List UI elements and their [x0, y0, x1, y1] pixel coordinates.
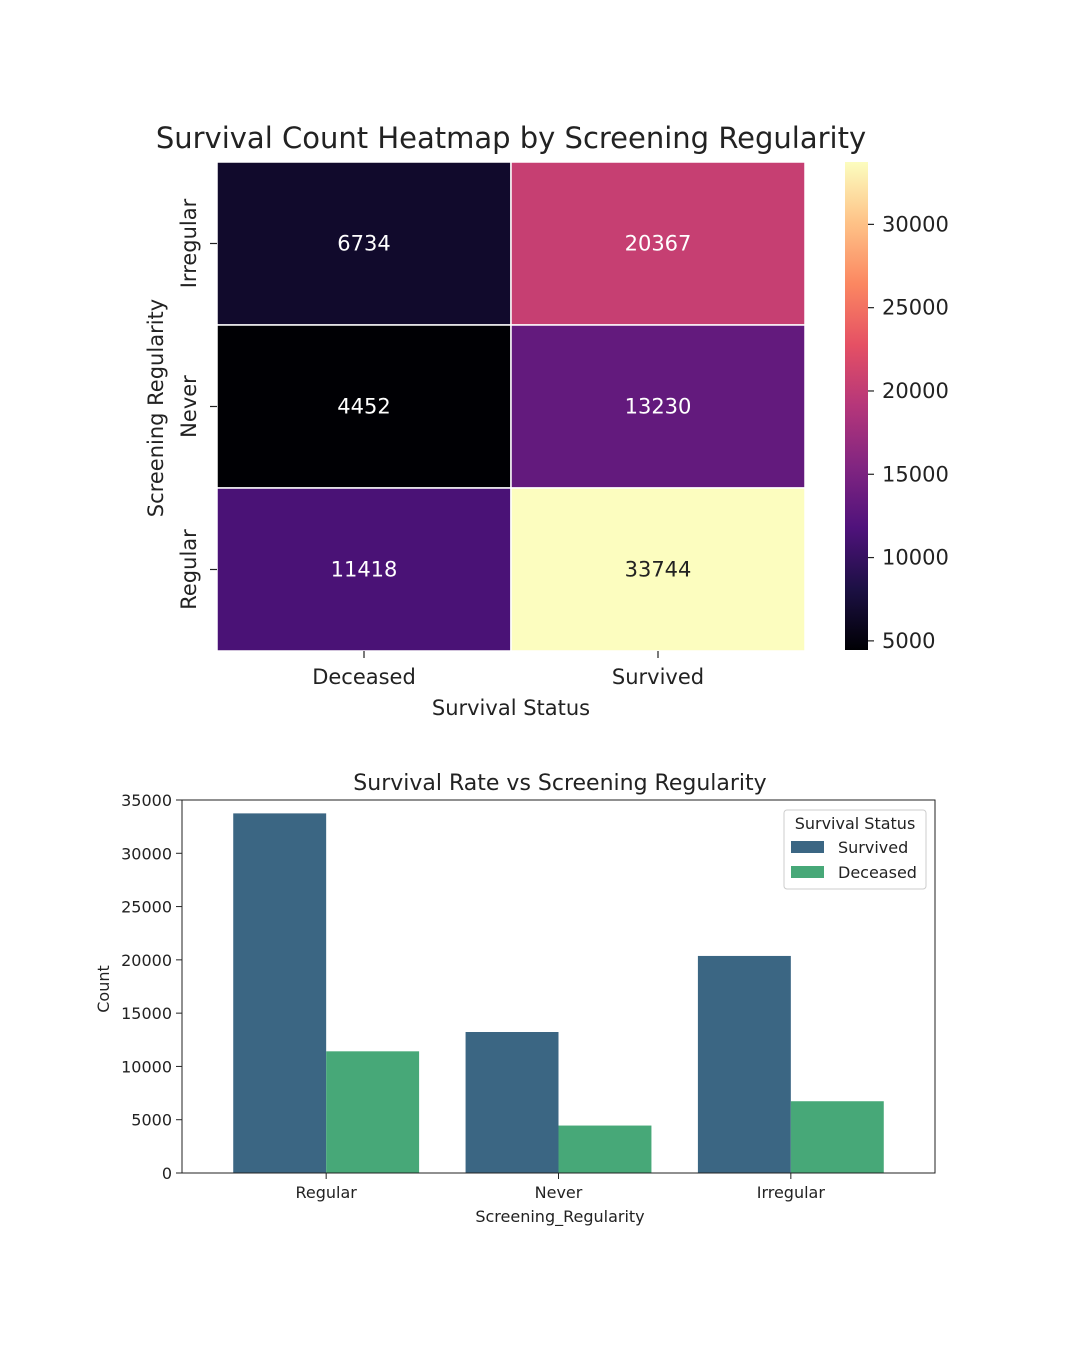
- bar-axes: Regular Never Irregular 0 5000 10000 15000 2000…: [121, 791, 936, 1202]
- bar-y-tick-label: 0: [162, 1164, 172, 1183]
- heatmap-cell-value: 13230: [625, 395, 692, 419]
- heatmap-title: Survival Count Heatmap by Screening Regu…: [156, 121, 866, 155]
- bar-deceased-never: [558, 1125, 652, 1173]
- heatmap-cells: 6734 20367 4452 13230 11418 33744: [216, 161, 806, 652]
- legend-entries: Survived Deceased: [791, 838, 917, 882]
- bar-axes-frame: [181, 799, 936, 1174]
- bar-x-axis-label: Screening_Regularity: [475, 1207, 644, 1227]
- heatmap-y-tick-label: Irregular: [177, 198, 201, 288]
- colorbar-tick-label: 25000: [882, 296, 949, 320]
- colorbar-tick-label: 20000: [882, 379, 949, 403]
- heatmap-cell-value: 33744: [625, 558, 692, 582]
- legend-title: Survival Status: [795, 814, 916, 833]
- heatmap-y-tick-label: Never: [177, 375, 201, 438]
- heatmap-cell: [510, 161, 806, 326]
- heatmap-cell: [216, 487, 512, 652]
- heatmap-cell: [216, 324, 512, 489]
- colorbar-tick-label: 5000: [882, 629, 935, 653]
- heatmap-x-axis-label: Survival Status: [432, 696, 590, 720]
- bar-chart: Survival Rate vs Screening Regularity Re…: [94, 771, 936, 1227]
- bar-y-tick-label: 10000: [121, 1057, 172, 1076]
- bar-survived-irregular: [697, 955, 791, 1173]
- bar-y-tick-label: 30000: [121, 844, 172, 863]
- heatmap-y-axis-label: Screening Regularity: [144, 299, 168, 517]
- bar-deceased-irregular: [790, 1101, 884, 1173]
- heatmap-y-tick-label: Regular: [177, 529, 201, 610]
- legend-swatch-survived: [791, 841, 824, 853]
- bar-y-tick-label: 35000: [121, 791, 172, 810]
- heatmap-x-tick-label: Deceased: [312, 665, 416, 689]
- heatmap-cell: [510, 487, 806, 652]
- bar-deceased-regular: [326, 1051, 420, 1173]
- bar-x-tick-label: Never: [535, 1183, 583, 1202]
- bar-y-tick-label: 20000: [121, 951, 172, 970]
- heatmap-cell: [510, 324, 806, 489]
- heatmap-x-tick-label: Survived: [612, 665, 704, 689]
- heatmap-cell-value: 6734: [337, 232, 390, 256]
- heatmap-chart: Survival Count Heatmap by Screening Regu…: [144, 121, 949, 720]
- heatmap-cell-value: 4452: [337, 395, 390, 419]
- legend-label-deceased: Deceased: [838, 863, 917, 882]
- colorbar-tick-label: 30000: [882, 212, 949, 236]
- legend: Survival Status Survived Deceased: [783, 809, 927, 890]
- bar-x-tick-label: Irregular: [757, 1183, 826, 1202]
- bar-survived-regular: [233, 813, 327, 1173]
- heatmap-ticks: Deceased Survived Irregular Never Regular: [177, 198, 704, 689]
- colorbar-tick-label: 15000: [882, 462, 949, 486]
- legend-label-survived: Survived: [838, 838, 908, 857]
- bar-marks: [233, 813, 884, 1173]
- legend-swatch-deceased: [791, 866, 824, 878]
- bar-y-axis-label: Count: [94, 965, 113, 1013]
- bar-y-tick-label: 5000: [131, 1111, 172, 1130]
- colorbar: 5000 10000 15000 20000 25000 30000: [845, 162, 949, 653]
- bar-chart-title: Survival Rate vs Screening Regularity: [353, 771, 766, 796]
- heatmap-cell: [216, 161, 512, 326]
- bar-survived-never: [465, 1032, 559, 1173]
- colorbar-gradient: [845, 162, 868, 650]
- heatmap-cell-value: 11418: [331, 558, 398, 582]
- bar-y-tick-label: 25000: [121, 898, 172, 917]
- colorbar-tick-label: 10000: [882, 546, 949, 570]
- bar-y-tick-label: 15000: [121, 1004, 172, 1023]
- heatmap-cell-value: 20367: [625, 232, 692, 256]
- bar-x-tick-label: Regular: [295, 1183, 357, 1202]
